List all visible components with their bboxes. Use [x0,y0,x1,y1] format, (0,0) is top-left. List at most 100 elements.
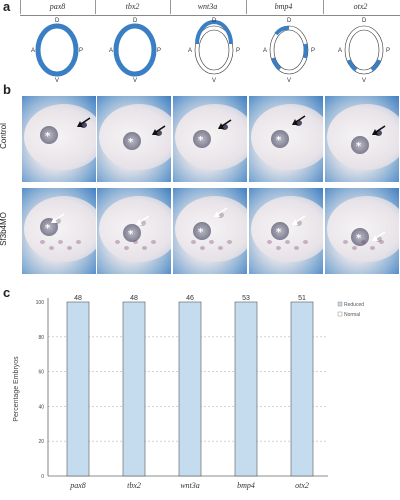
row-label-control: Control [0,123,8,149]
dorsal-label: D [133,18,138,24]
eye-star-marker: * [356,141,362,152]
expression-arc [347,59,358,72]
control-embryo-photo-bmp4: * [249,96,323,182]
y-tick-label: 100 [36,300,45,306]
morphant-embryo-photo-pax8: * [22,188,96,274]
legend-label: Normal [344,312,360,318]
header-separator [20,0,21,14]
axis-labels-pax8: D V A P [31,18,83,84]
pigment-speckle [58,240,63,244]
pigment-speckle [40,240,45,244]
otic-stain-spot [80,122,87,128]
x-category-label: otx2 [295,481,309,490]
bar-reduced-wnt3a [178,301,202,477]
arrow-icon [292,215,306,225]
y-tick-label: 80 [38,335,44,341]
y-tick-label: 40 [38,404,44,410]
eye-star-marker: * [128,229,134,240]
embryo-eye [271,222,289,240]
arrow-icon [51,213,65,223]
embryo-eye [271,130,289,148]
ring-diagram-bmp4 [269,25,309,75]
pigment-speckle [227,240,232,244]
embryo-eye [123,132,141,150]
ring-diagram-tbx2 [113,23,157,77]
pigment-speckle [67,246,72,250]
arrow-icon [218,119,232,129]
embryo-head [175,104,247,170]
header-separator [246,0,247,14]
axis-labels-otx2: D V A P [338,18,390,84]
gene-name-tbx2: tbx2 [125,2,140,11]
y-tick-label: 20 [38,439,44,445]
arrow-icon [292,115,306,125]
ring-outline-inner [348,29,380,71]
row-label-morphant: Sf3b4MO [0,212,8,246]
embryo-eye [123,224,141,242]
percentage-embryos-bar-chart: 0 20 40 60 80 100 Percentage Embryos 48 pax8 48 tb… [13,295,364,490]
expression-ring-full [113,23,157,77]
ring-outline-outer [344,25,384,75]
axis-labels-tbx2: D V A P [109,18,161,84]
eye-star-marker: * [45,223,51,234]
gene-name-wnt3a: wnt3a [197,2,218,11]
otic-expression-diagrams: D V A P D V A P D V A P D V A P D V A P [31,18,390,84]
anterior-label: A [338,48,342,54]
expression-ring-full [35,23,79,77]
otic-stain-spot [217,212,224,218]
pigment-speckle [142,246,147,250]
expression-arc [303,43,308,59]
morphant-embryo-photo-tbx2: * [97,188,171,274]
otic-stain-spot [221,124,228,130]
pigment-speckle [133,240,138,244]
pigment-speckle [209,240,214,244]
otic-stain-spot [295,220,302,226]
eye-star-marker: * [128,137,134,148]
otic-stain-spot [375,236,382,242]
control-embryo-photo-pax8: * [22,96,96,182]
ring-outline-inner [198,29,230,71]
pigment-speckle [191,240,196,244]
panel-a-letter: a [3,0,11,14]
anterior-label: A [109,48,113,54]
bar-reduced-bmp4 [234,301,258,477]
eye-star-marker: * [198,227,204,238]
gene-header-row: pax8 tbx2 wnt3a bmp4 otx2 [20,0,400,16]
ventral-label: V [133,78,137,84]
pigment-speckle [267,240,272,244]
dorsal-label: D [212,18,217,24]
sample-size-label: 48 [74,295,82,302]
pigment-speckle [379,240,384,244]
expression-arc [370,59,381,72]
gene-name-otx2: otx2 [353,2,368,11]
pigment-speckle [352,246,357,250]
pigment-speckle [124,246,129,250]
eye-star-marker: * [276,135,282,146]
pigment-speckle [294,246,299,250]
ventral-label: V [212,78,216,84]
morphant-embryo-photo-wnt3a: * [173,188,247,274]
embryo-eye [351,228,369,246]
x-category-label: bmp4 [237,481,255,490]
embryo-head [24,196,96,262]
pigment-speckle [285,240,290,244]
ring-outline-inner [273,29,305,71]
header-separator [323,0,324,14]
otic-stain-spot [139,220,146,226]
eye-star-marker: * [356,233,362,244]
panel-c-letter: c [3,285,11,300]
posterior-label: P [79,48,83,54]
control-embryo-photo-tbx2: * [97,96,171,182]
otic-stain-spot [54,218,61,224]
arrow-icon [372,125,386,135]
morphant-embryo-photo-otx2: * [325,188,399,274]
ring-diagram-wnt3a [194,20,234,75]
pigment-speckle [276,246,281,250]
pigment-speckle [343,240,348,244]
posterior-label: P [236,48,240,54]
header-separator [170,0,171,14]
embryo-head [175,196,247,262]
bar-reduced-pax8 [66,301,90,477]
anterior-label: A [31,48,35,54]
otic-stain-spot [295,120,302,126]
